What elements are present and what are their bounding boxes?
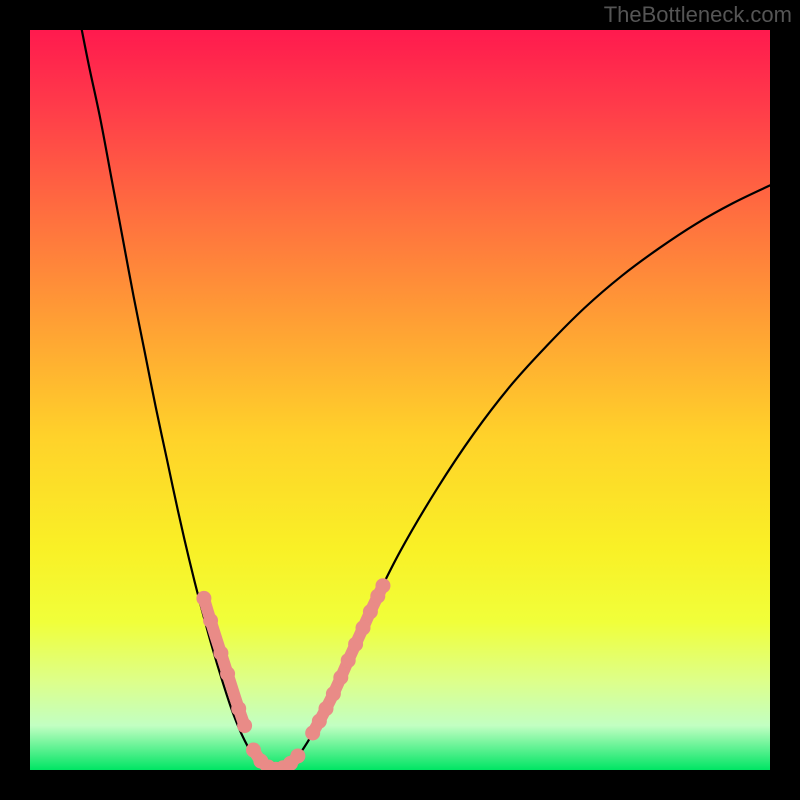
overlay-left-marker-0: [196, 591, 211, 606]
overlay-left-marker-1: [203, 613, 218, 628]
gradient-background: [30, 30, 770, 770]
plot-area: [30, 30, 770, 770]
overlay-right-marker-8: [363, 604, 378, 619]
overlay-left-marker-5: [237, 718, 252, 733]
overlay-left-marker-4: [231, 701, 246, 716]
overlay-right-marker-3: [326, 686, 341, 701]
overlay-right-marker-7: [356, 620, 371, 635]
overlay-right-marker-10: [375, 578, 390, 593]
overlay-right-marker-2: [319, 701, 334, 716]
watermark-text: TheBottleneck.com: [604, 2, 792, 28]
overlay-left-marker-3: [220, 666, 235, 681]
chart-outer-frame: TheBottleneck.com: [0, 0, 800, 800]
chart-svg: [30, 30, 770, 770]
overlay-bottom-marker-6: [290, 748, 305, 763]
overlay-right-marker-4: [333, 670, 348, 685]
overlay-right-marker-5: [341, 653, 356, 668]
overlay-left-marker-2: [213, 646, 228, 661]
overlay-right-marker-6: [348, 637, 363, 652]
